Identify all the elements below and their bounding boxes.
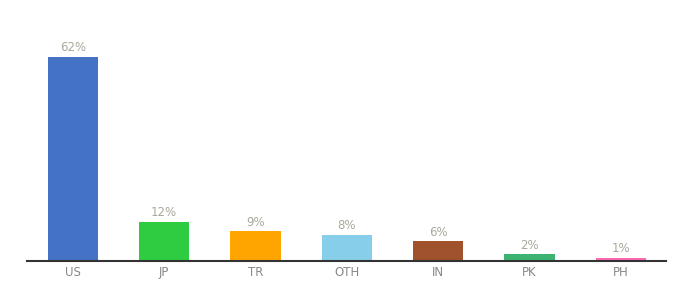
Bar xyxy=(231,231,281,261)
Bar xyxy=(322,235,372,261)
Text: 9%: 9% xyxy=(246,216,265,229)
Bar xyxy=(505,254,554,261)
Bar xyxy=(139,221,189,261)
Bar xyxy=(413,241,463,261)
Text: 62%: 62% xyxy=(60,41,86,54)
Text: 2%: 2% xyxy=(520,239,539,252)
Text: 6%: 6% xyxy=(429,226,447,238)
Bar xyxy=(48,57,98,261)
Text: 8%: 8% xyxy=(337,219,356,232)
Text: 1%: 1% xyxy=(611,242,630,255)
Text: 12%: 12% xyxy=(151,206,177,219)
Bar xyxy=(596,258,646,261)
